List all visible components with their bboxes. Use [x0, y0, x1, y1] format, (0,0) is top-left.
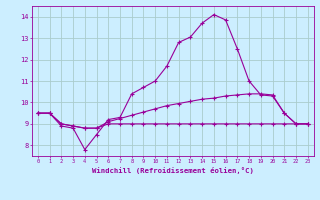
X-axis label: Windchill (Refroidissement éolien,°C): Windchill (Refroidissement éolien,°C) — [92, 167, 254, 174]
